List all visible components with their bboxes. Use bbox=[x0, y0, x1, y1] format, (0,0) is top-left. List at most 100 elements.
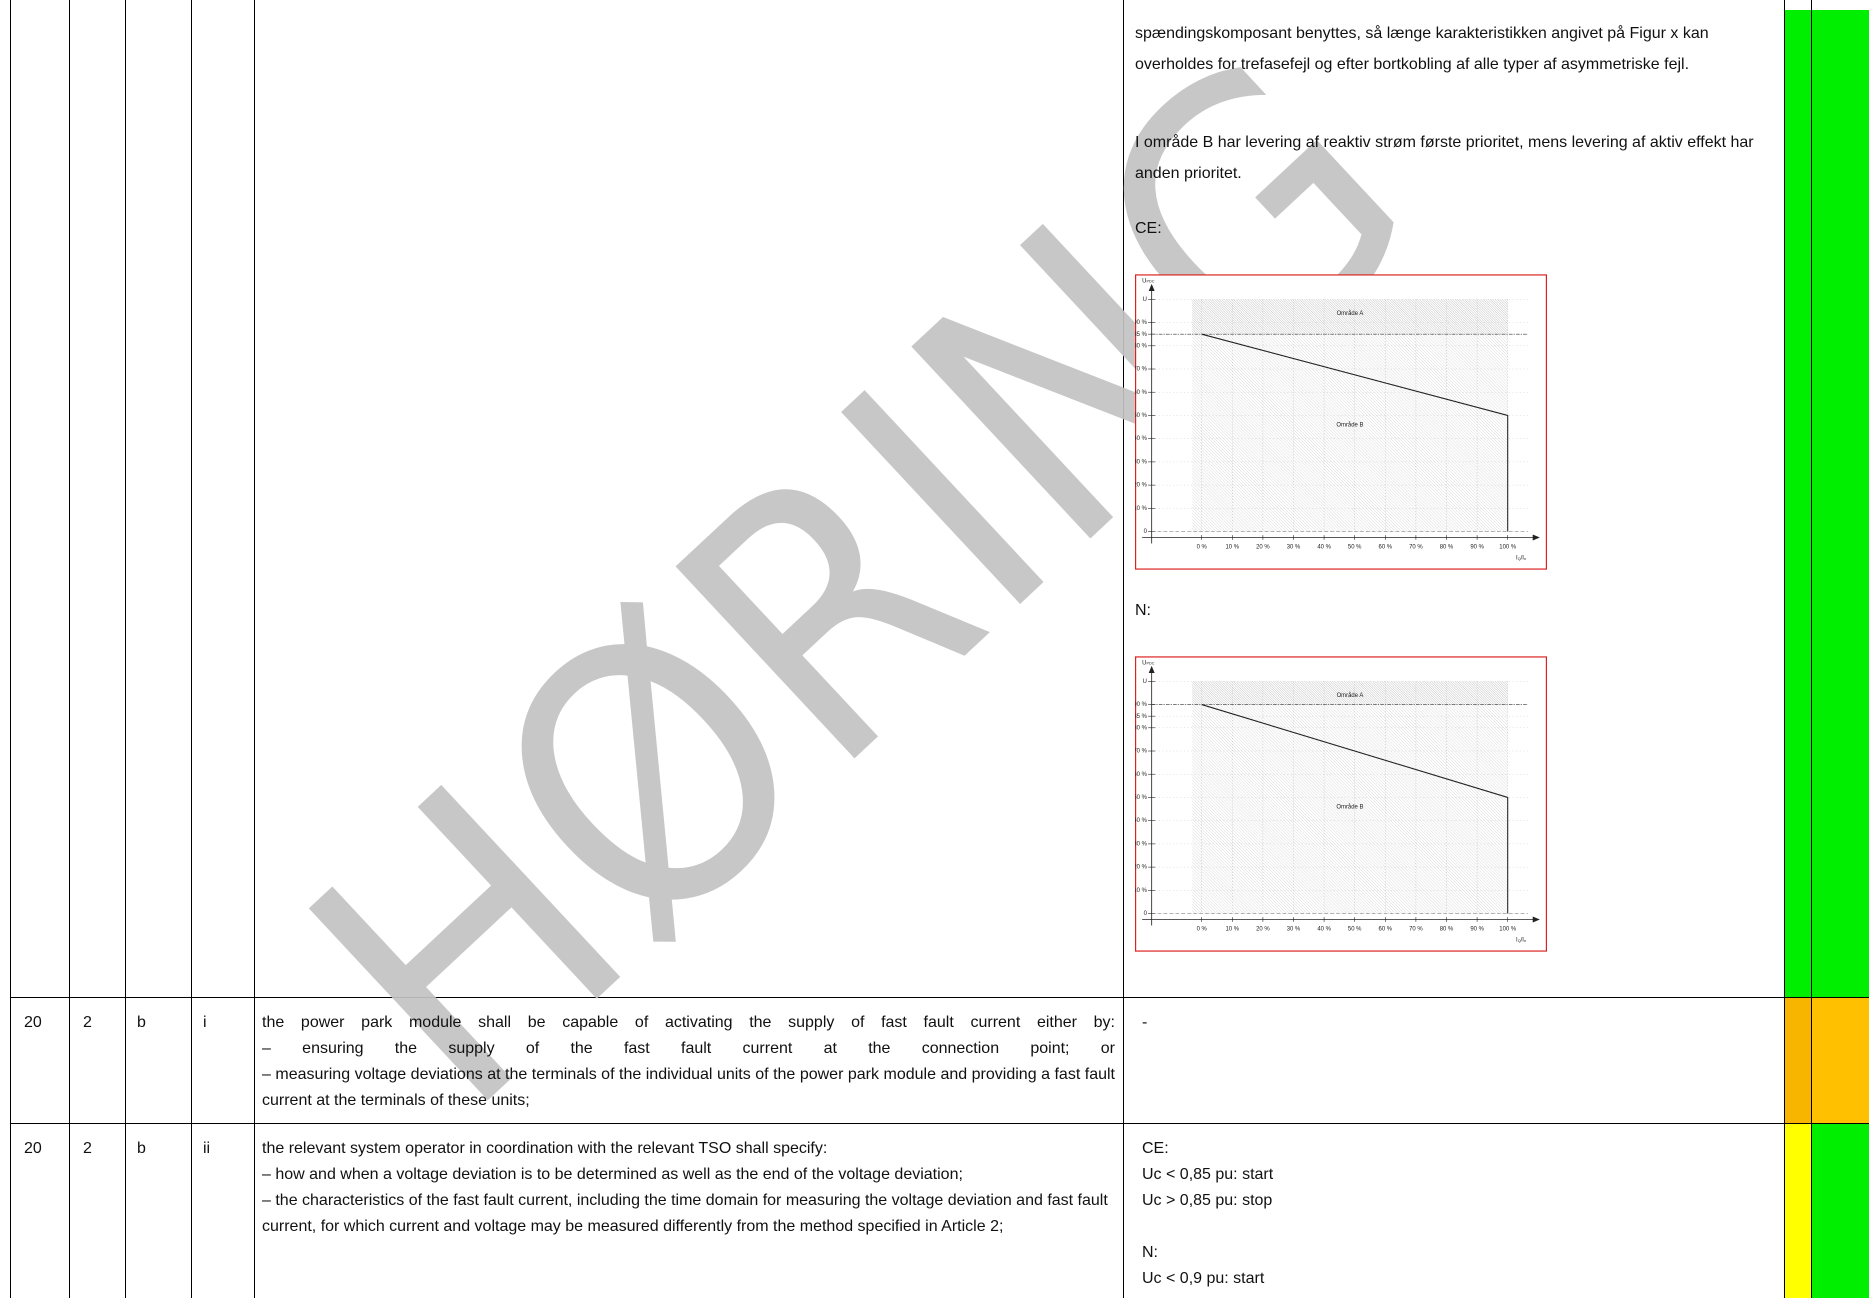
x-axis-label: IQ/In bbox=[1516, 937, 1526, 943]
y-tick-label: 90 % bbox=[1135, 702, 1148, 708]
region-a bbox=[1192, 681, 1508, 705]
y-axis-arrow bbox=[1148, 665, 1155, 674]
comment-paragraph: spændingskomposant benyttes, så længe ka… bbox=[1135, 25, 1709, 73]
x-tick-label: 30 % bbox=[1287, 927, 1301, 933]
region-label: Område B bbox=[1336, 803, 1363, 810]
x-axis-label-part: /I bbox=[1521, 555, 1525, 561]
x-axis-arrow bbox=[1532, 916, 1540, 923]
x-tick-label: 20 % bbox=[1256, 545, 1270, 551]
status-strip bbox=[1784, 1123, 1811, 1298]
figure-label: N: bbox=[1135, 602, 1151, 619]
y-tick-label: 30 % bbox=[1135, 459, 1148, 465]
y-tick-label: 60 % bbox=[1135, 390, 1148, 396]
x-tick-label: 60 % bbox=[1379, 545, 1393, 551]
characteristic-curve bbox=[1201, 333, 1509, 532]
y-tick-label: 40 % bbox=[1135, 436, 1148, 442]
y-axis-label: UPDC bbox=[1142, 660, 1155, 666]
status-strip bbox=[1784, 997, 1811, 1123]
y-tick-label: 50 % bbox=[1135, 413, 1148, 419]
comment-group: - bbox=[1142, 1010, 1772, 1036]
y-tick-label: 30 % bbox=[1135, 841, 1148, 847]
requirement-text: the relevant system operator in coordina… bbox=[262, 1136, 1115, 1240]
y-tick-label: 85 % bbox=[1135, 332, 1148, 338]
comment-paragraph: I område B har levering af reaktiv strøm… bbox=[1135, 134, 1754, 182]
region-label: Område A bbox=[1337, 692, 1364, 699]
x-tick-label: 20 % bbox=[1256, 927, 1270, 933]
x-tick-label: 50 % bbox=[1348, 927, 1362, 933]
requirement-line: – measuring voltage deviations at the te… bbox=[262, 1066, 1115, 1109]
comment-group: CE: Uc < 0,85 pu: start Uc > 0,85 pu: stop bbox=[1142, 1136, 1772, 1214]
x-axis-label-part: n bbox=[1524, 557, 1526, 561]
y-tick-label: 80 % bbox=[1135, 343, 1148, 349]
x-tick-label: 0 % bbox=[1197, 927, 1208, 933]
column-border bbox=[1811, 0, 1812, 1298]
requirement-line: the relevant system operator in coordina… bbox=[262, 1140, 828, 1157]
x-tick-label: 70 % bbox=[1409, 545, 1423, 551]
requirement-text: the power park module shall be capable o… bbox=[262, 1010, 1115, 1114]
comment-text: CE: Uc < 0,85 pu: start Uc > 0,85 pu: stop… bbox=[1142, 1136, 1772, 1292]
status-strip bbox=[1784, 10, 1811, 997]
y-tick-label: U bbox=[1143, 297, 1147, 303]
region-a bbox=[1192, 299, 1508, 335]
x-axis-label-part: I bbox=[1516, 937, 1518, 943]
figure-label: CE: bbox=[1135, 220, 1162, 237]
y-tick-label: 80 % bbox=[1135, 725, 1148, 731]
y-tick-label: 50 % bbox=[1135, 795, 1148, 801]
x-axis-label-part: /I bbox=[1521, 937, 1525, 943]
x-tick-label: 60 % bbox=[1379, 927, 1393, 933]
row-border bbox=[10, 1123, 1869, 1124]
comment-line: Uc < 0,85 pu: start bbox=[1142, 1166, 1274, 1183]
region-label: Område B bbox=[1336, 421, 1363, 428]
y-axis-label-part: PDC bbox=[1146, 662, 1154, 666]
x-tick-label: 80 % bbox=[1440, 927, 1454, 933]
x-axis-label-part: I bbox=[1516, 555, 1518, 561]
y-axis-label-part: U bbox=[1142, 660, 1146, 666]
figure: 0 % 10 % 20 % 30 % 40 % 50 % 60 % 70 % 80 % 90 % 1… bbox=[1135, 274, 1547, 570]
x-tick-label: 40 % bbox=[1317, 545, 1331, 551]
y-tick-label: 10 % bbox=[1135, 888, 1148, 894]
status-strip bbox=[1811, 10, 1869, 997]
comment-line: Uc < 0,9 pu: start bbox=[1142, 1270, 1265, 1287]
y-tick-label: 60 % bbox=[1135, 772, 1148, 778]
y-tick-label: 20 % bbox=[1135, 865, 1148, 871]
status-strip bbox=[1811, 997, 1869, 1123]
comment-line: - bbox=[1142, 1014, 1148, 1031]
y-tick-label: 70 % bbox=[1135, 749, 1148, 755]
requirement-line: – the characteristics of the fast fault … bbox=[262, 1192, 1108, 1235]
x-tick-label: 30 % bbox=[1287, 545, 1301, 551]
x-tick-label: 70 % bbox=[1409, 927, 1423, 933]
column-border bbox=[254, 0, 255, 1298]
row-border bbox=[10, 997, 1869, 998]
x-tick-label: 80 % bbox=[1440, 545, 1454, 551]
y-axis-label: UPDC bbox=[1142, 278, 1155, 284]
column-border bbox=[191, 0, 192, 1298]
y-tick-label: 10 % bbox=[1135, 506, 1148, 512]
paragraph-number: 2 bbox=[83, 1140, 92, 1157]
x-tick-label: 0 % bbox=[1197, 545, 1208, 551]
y-tick-label: 40 % bbox=[1135, 818, 1148, 824]
y-axis-arrow bbox=[1148, 283, 1155, 292]
y-tick-label: 0 bbox=[1144, 529, 1148, 535]
x-axis-label-part: Q bbox=[1518, 557, 1521, 561]
article-number: 20 bbox=[24, 1014, 42, 1031]
requirement-line: – how and when a voltage deviation is to… bbox=[262, 1166, 963, 1183]
x-tick-label: 10 % bbox=[1226, 545, 1240, 551]
y-tick-label: U bbox=[1143, 679, 1147, 685]
subpoint-number: ii bbox=[203, 1140, 211, 1157]
requirement-line: – ensuring the supply of the fast fault … bbox=[262, 1040, 1115, 1057]
x-tick-label: 10 % bbox=[1226, 927, 1240, 933]
y-tick-label: 85 % bbox=[1135, 714, 1148, 720]
comment-text: - bbox=[1142, 1010, 1772, 1036]
region-b bbox=[1192, 334, 1508, 532]
x-axis-label: IQ/In bbox=[1516, 555, 1526, 561]
x-tick-label: 90 % bbox=[1470, 927, 1484, 933]
comment-line: N: bbox=[1142, 1244, 1158, 1261]
y-tick-label: 90 % bbox=[1135, 320, 1148, 326]
y-tick-label: 0 bbox=[1144, 911, 1148, 917]
paragraph-number: 2 bbox=[83, 1014, 92, 1031]
subpoint-number: i bbox=[203, 1014, 207, 1031]
y-axis-label-part: PDC bbox=[1146, 280, 1154, 284]
region-label: Område A bbox=[1337, 310, 1364, 317]
requirement-line: the power park module shall be capable o… bbox=[262, 1014, 1115, 1031]
